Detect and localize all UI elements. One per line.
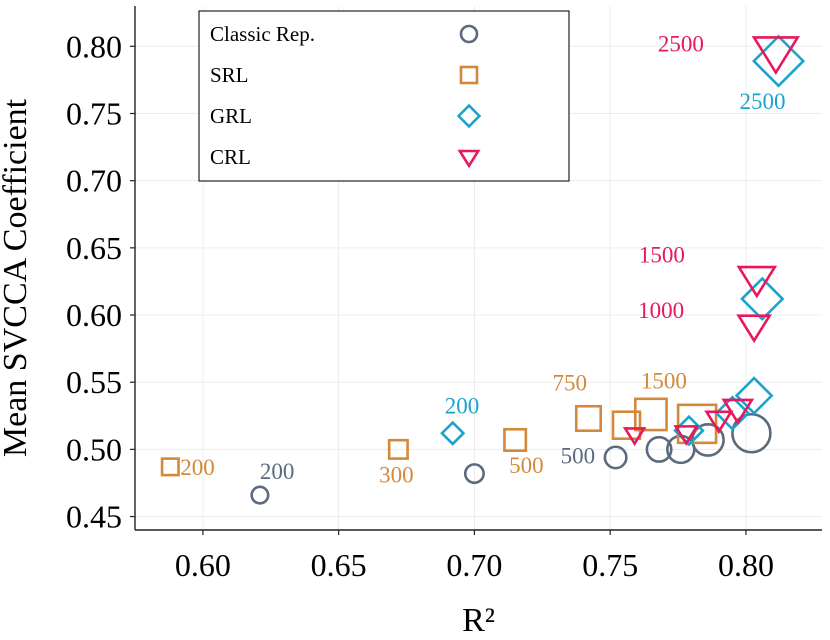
point-annotations: 200 500 200 300 500 750 1500 200 2500 2500 1500 100… [180, 32, 785, 488]
srl-annotation: 1500 [641, 368, 687, 393]
grl-point [440, 420, 466, 446]
srl-annotation: 500 [509, 453, 543, 478]
legend-grl-marker [456, 103, 482, 129]
crl-point [721, 398, 755, 425]
srl-annotation: 300 [379, 462, 414, 487]
crl-point [704, 410, 734, 435]
crl-point [751, 36, 801, 76]
x-tick-label: 0.70 [446, 547, 502, 583]
x-axis-title: R² [462, 602, 495, 639]
legend: Classic Rep. SRL GRL CRL [198, 10, 570, 182]
classic-point [645, 435, 673, 463]
crl-point [622, 427, 647, 447]
srl-point [503, 427, 528, 452]
y-tick-label: 0.75 [66, 95, 122, 131]
classic-point [603, 445, 628, 470]
legend-classic-marker [459, 24, 479, 44]
srl-annotation: 750 [552, 370, 587, 395]
srl-point [574, 404, 602, 432]
legend-label: GRL [210, 104, 252, 128]
srl-point [160, 457, 180, 477]
x-tick-label: 0.60 [175, 547, 231, 583]
srl-point [676, 403, 718, 445]
crl-annotation: 2500 [658, 32, 704, 57]
crl-point [673, 425, 700, 446]
classic-point [463, 463, 485, 485]
srl-point [634, 397, 668, 432]
srl-point [387, 438, 409, 460]
grl-point [752, 34, 806, 88]
x-tick-label: 0.75 [582, 547, 638, 583]
y-axis-title: Mean SVCCA Coefficient [0, 98, 34, 457]
grl-annotation: 2500 [740, 89, 786, 114]
legend-box [198, 10, 570, 182]
classic-annotation: 200 [260, 459, 295, 484]
crl-point [736, 265, 778, 299]
srl-point [611, 410, 642, 440]
classic-point [731, 412, 772, 454]
x-tick-label: 0.80 [718, 547, 774, 583]
legend-label: Classic Rep. [210, 22, 315, 46]
y-tick-label: 0.45 [66, 499, 122, 535]
y-tick-label: 0.80 [66, 28, 122, 64]
grl-point [734, 376, 774, 416]
y-tick-label: 0.65 [66, 230, 122, 266]
x-tick-label: 0.65 [311, 547, 367, 583]
data-points [160, 34, 806, 505]
axes: 0.60 0.65 0.70 0.75 0.80 0.45 0.50 0.55 0.60 0.65… [66, 6, 822, 583]
y-tick-label: 0.70 [66, 163, 122, 199]
legend-crl-marker [457, 149, 481, 169]
legend-srl-marker [459, 65, 479, 85]
crl-annotation: 1000 [638, 298, 684, 323]
crl-point [736, 314, 772, 344]
grl-point [714, 395, 751, 431]
crl-annotation: 1500 [639, 243, 685, 268]
srl-annotation: 200 [180, 455, 215, 480]
legend-label: CRL [210, 145, 251, 169]
legend-label: SRL [210, 63, 249, 87]
y-tick-label: 0.60 [66, 297, 122, 333]
classic-point [250, 485, 270, 505]
y-tick-label: 0.50 [66, 431, 122, 467]
grl-point [740, 276, 785, 322]
y-tick-label: 0.55 [66, 364, 122, 400]
grl-annotation: 200 [445, 393, 480, 418]
classic-annotation: 500 [561, 443, 596, 468]
